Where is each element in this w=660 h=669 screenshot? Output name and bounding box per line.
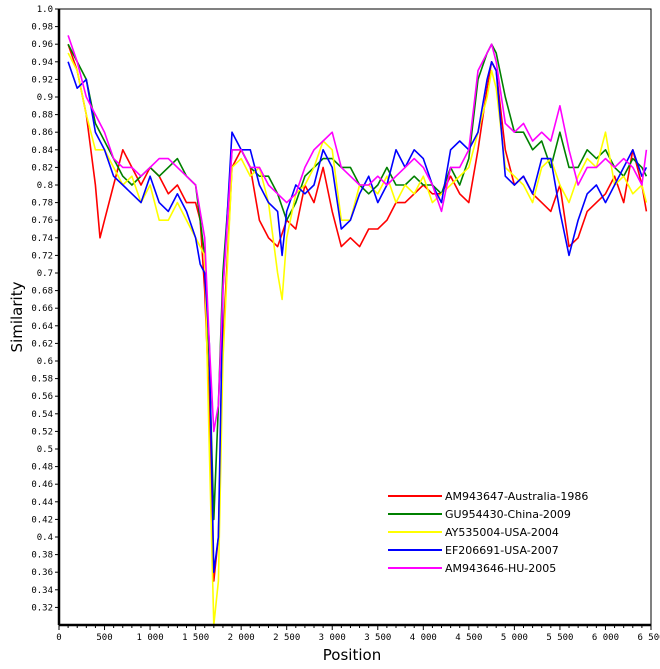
y-tick-label: 0.38 [31,551,53,561]
y-tick-label: 0.84 [31,146,53,156]
y-tick-label: 0.64 [31,322,53,332]
legend-label: AM943647-Australia-1986 [445,490,588,503]
x-tick-label: 1 000 [137,633,164,643]
y-tick-label: 0.78 [31,199,53,209]
y-tick-label: 0.44 [31,498,53,508]
y-tick-label: 0.68 [31,287,53,297]
plot-frame [58,8,652,626]
y-tick-label: 0.76 [31,216,53,226]
x-tick-label: 500 [96,633,112,643]
x-axis-ticks: 0 500 1 000 1 500 2 000 2 500 3 000 3 500 4 000 4… [56,625,660,643]
legend-label: EF206691-USA-2007 [445,544,559,557]
y-tick-label: 0.42 [31,515,53,525]
y-tick-label: 0.62 [31,339,53,349]
y-tick-label: 0.46 [31,480,53,490]
x-tick-label: 2 000 [228,633,255,643]
y-axis-ticks: 0.32 0.34 0.36 0.38 0.4 0.42 0.44 0.46 0.48 0.5 0.… [31,5,59,613]
x-tick-label: 1 500 [182,633,209,643]
y-tick-label: 0.94 [31,58,53,68]
series-line-1 [67,43,648,521]
y-tick-label: 0.34 [31,586,53,596]
x-tick-label: 6 000 [592,633,619,643]
y-tick-label: 0.54 [31,410,53,420]
y-tick-label: 0.58 [31,375,53,385]
y-tick-label: 0.66 [31,304,53,314]
legend-label: AY535004-USA-2004 [445,526,559,539]
y-tick-label: 0.9 [37,93,53,103]
y-tick-label: 0.4 [37,533,53,543]
series-line-0 [67,43,648,582]
y-tick-label: 0.92 [31,75,53,85]
y-tick-label: 0.7 [37,269,53,279]
y-tick-label: 0.56 [31,392,53,402]
series-line-4 [67,35,648,433]
y-tick-label: 0.88 [31,111,53,121]
legend-label: AM943646-HU-2005 [445,562,556,575]
x-tick-label: 2 500 [273,633,300,643]
series-line-2 [67,52,648,626]
y-tick-label: 0.48 [31,463,53,473]
x-tick-label: 5 000 [501,633,528,643]
x-tick-label: 6 500 [637,633,660,643]
x-tick-label: 0 [56,633,61,643]
legend: AM943647-Australia-1986 GU954430-China-20… [388,490,588,575]
y-tick-label: 0.32 [31,603,53,613]
y-tick-label: 0.96 [31,40,53,50]
x-tick-label: 3 000 [319,633,346,643]
y-tick-label: 0.8 [37,181,53,191]
y-axis-label: Similarity [8,281,26,352]
y-tick-label: 0.36 [31,568,53,578]
x-axis-label: Position [323,646,381,664]
legend-label: GU954430-China-2009 [445,508,571,521]
y-tick-label: 0.74 [31,234,53,244]
x-tick-label: 4 000 [410,633,437,643]
y-tick-label: 0.72 [31,251,53,261]
x-tick-label: 5 500 [546,633,573,643]
series-layer [67,35,648,626]
y-tick-label: 0.86 [31,128,53,138]
y-tick-label: 1.0 [37,5,53,15]
y-tick-label: 0.82 [31,163,53,173]
y-tick-label: 0.5 [37,445,53,455]
y-tick-label: 0.52 [31,427,53,437]
series-line-3 [67,60,648,574]
y-tick-label: 0.6 [37,357,53,367]
x-tick-label: 3 500 [364,633,391,643]
x-tick-label: 4 500 [455,633,482,643]
y-tick-label: 0.98 [31,23,53,33]
